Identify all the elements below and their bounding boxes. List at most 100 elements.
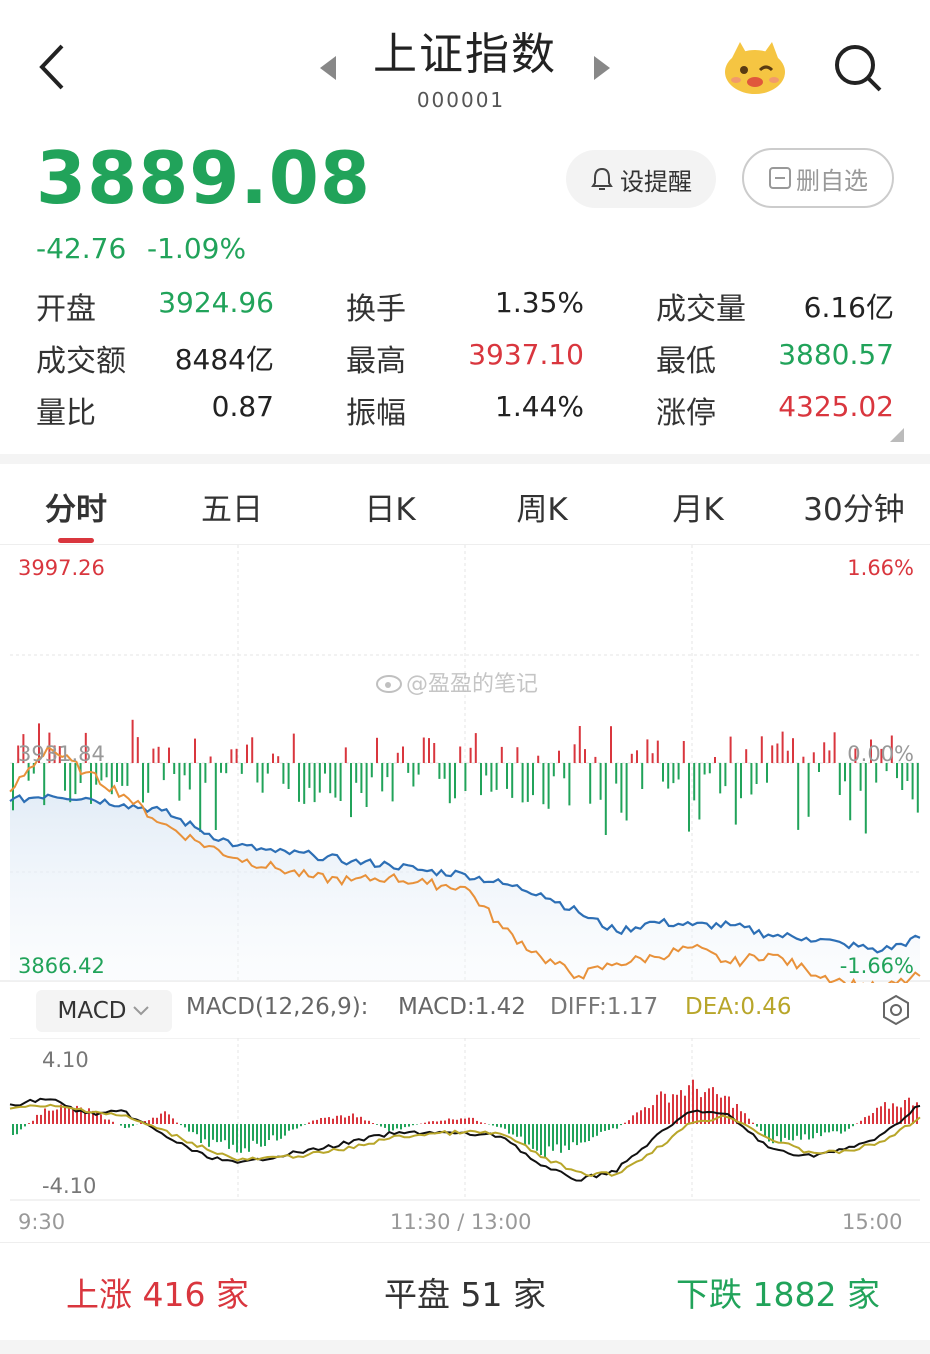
stat-value-low: 3880.57 [778,338,894,371]
macd-histogram-bar [560,1124,562,1153]
outflow-bar [105,763,108,778]
macd-histogram-bar [296,1124,298,1129]
outflow-bar [464,763,467,791]
inflow-bar [776,743,779,763]
macd-histogram-bar [712,1087,714,1124]
macd-histogram-bar [496,1124,498,1127]
inflow-bar [152,748,155,763]
macd-histogram-bar [836,1124,838,1132]
inflow-bar [760,736,763,763]
macd-histogram-bar [848,1124,850,1129]
inflow-bar [344,747,347,763]
macd-ymax: 4.10 [42,1048,89,1072]
remove-watchlist-button[interactable]: 删自选 [742,148,894,208]
expand-corner-icon[interactable] [890,428,904,442]
macd-histogram-bar [340,1115,342,1124]
macd-histogram-bar [444,1120,446,1124]
inflow-bar [376,737,378,763]
macd-histogram-bar [104,1119,106,1124]
macd-settings-button[interactable] [880,994,912,1026]
macd-histogram-bar [232,1124,234,1145]
outflow-bar [162,763,165,781]
tab-daily-k[interactable]: 日K [364,492,416,528]
macd-histogram-bar [252,1124,254,1141]
set-alert-button[interactable]: 设提醒 [566,150,716,208]
outflow-bar [641,763,644,789]
prev-index-button[interactable] [318,55,340,81]
macd-histogram-bar [288,1124,290,1131]
macd-histogram-bar [260,1124,262,1147]
tab-monthly-k[interactable]: 月K [672,492,724,528]
outflow-bar [734,763,737,825]
macd-histogram-bar [452,1119,454,1124]
outflow-bar [266,763,269,774]
macd-histogram-bar [664,1093,666,1124]
tab-30min[interactable]: 30分钟 [803,492,905,528]
outflow-bar [391,763,394,802]
outflow-bar [875,763,878,783]
tab-weekly-k[interactable]: 周K [516,492,568,528]
outflow-bar [599,763,602,800]
search-icon [835,45,882,92]
macd-histogram-bar [92,1110,94,1124]
outflow-bar [911,763,914,800]
back-button[interactable] [32,40,78,94]
inflow-bar [246,744,248,763]
tab-five-day[interactable]: 五日 [201,492,263,528]
time-mid: 11:30 / 13:00 [390,1210,532,1234]
macd-histogram-bar [60,1104,62,1124]
macd-histogram-bar [800,1124,802,1140]
macd-histogram-bar [212,1124,214,1140]
chevron-down-icon [133,1006,150,1016]
macd-histogram-bar [636,1112,638,1124]
macd-histogram-bar [792,1124,794,1141]
mascot-button[interactable] [722,40,788,96]
outflow-bar [282,763,285,784]
inflow-bar [500,746,503,763]
outflow-bar [69,763,72,803]
outflow-bar [126,763,129,786]
macd-dea-line [9,1103,921,1177]
next-index-button[interactable] [590,55,612,81]
tab-intraday[interactable]: 分时 [45,492,107,528]
advancers-count: 上涨 416 家 [66,1275,249,1314]
macd-histogram-bar [368,1120,370,1124]
macd-histogram-bar [308,1122,310,1124]
inflow-bar [428,738,430,763]
inflow-bar [745,749,748,763]
indicator-selector[interactable]: MACD [36,990,172,1032]
macd-histogram-bar [656,1094,658,1124]
outflow-bar [360,763,363,793]
outflow-bar [667,763,670,789]
macd-histogram-bar [348,1115,350,1124]
macd-histogram-bar [272,1124,274,1136]
stat-label-amplitude: 振幅 [346,396,406,431]
macd-histogram-bar [432,1121,434,1124]
stat-label-limit-up: 涨停 [656,396,716,431]
intraday-chart[interactable] [0,545,930,983]
outflow-bar [339,763,342,801]
search-button[interactable] [832,42,884,94]
minus-box-icon [769,167,791,189]
macd-histogram-bar [768,1124,770,1142]
macd-chart[interactable] [0,1038,930,1204]
macd-histogram-bar [376,1124,378,1125]
inflow-bar [516,747,519,763]
inflow-bar [890,735,893,763]
unchanged-count: 平盘 51 家 [384,1275,546,1314]
macd-histogram-bar [484,1123,486,1124]
macd-histogram-bar [780,1124,782,1142]
macd-histogram-bar [856,1123,858,1124]
macd-histogram-bar [64,1105,66,1124]
weibo-logo-icon [376,675,402,693]
macd-histogram-bar [328,1117,330,1124]
inflow-bar [771,745,774,763]
outflow-bar [740,763,742,799]
outflow-bar [807,763,810,817]
outflow-bar [121,763,124,786]
bottom-bar [0,1340,930,1354]
inflow-bar [610,726,612,763]
outflow-bar [256,763,259,783]
outflow-bar [495,763,498,790]
macd-histogram-bar [616,1124,618,1129]
